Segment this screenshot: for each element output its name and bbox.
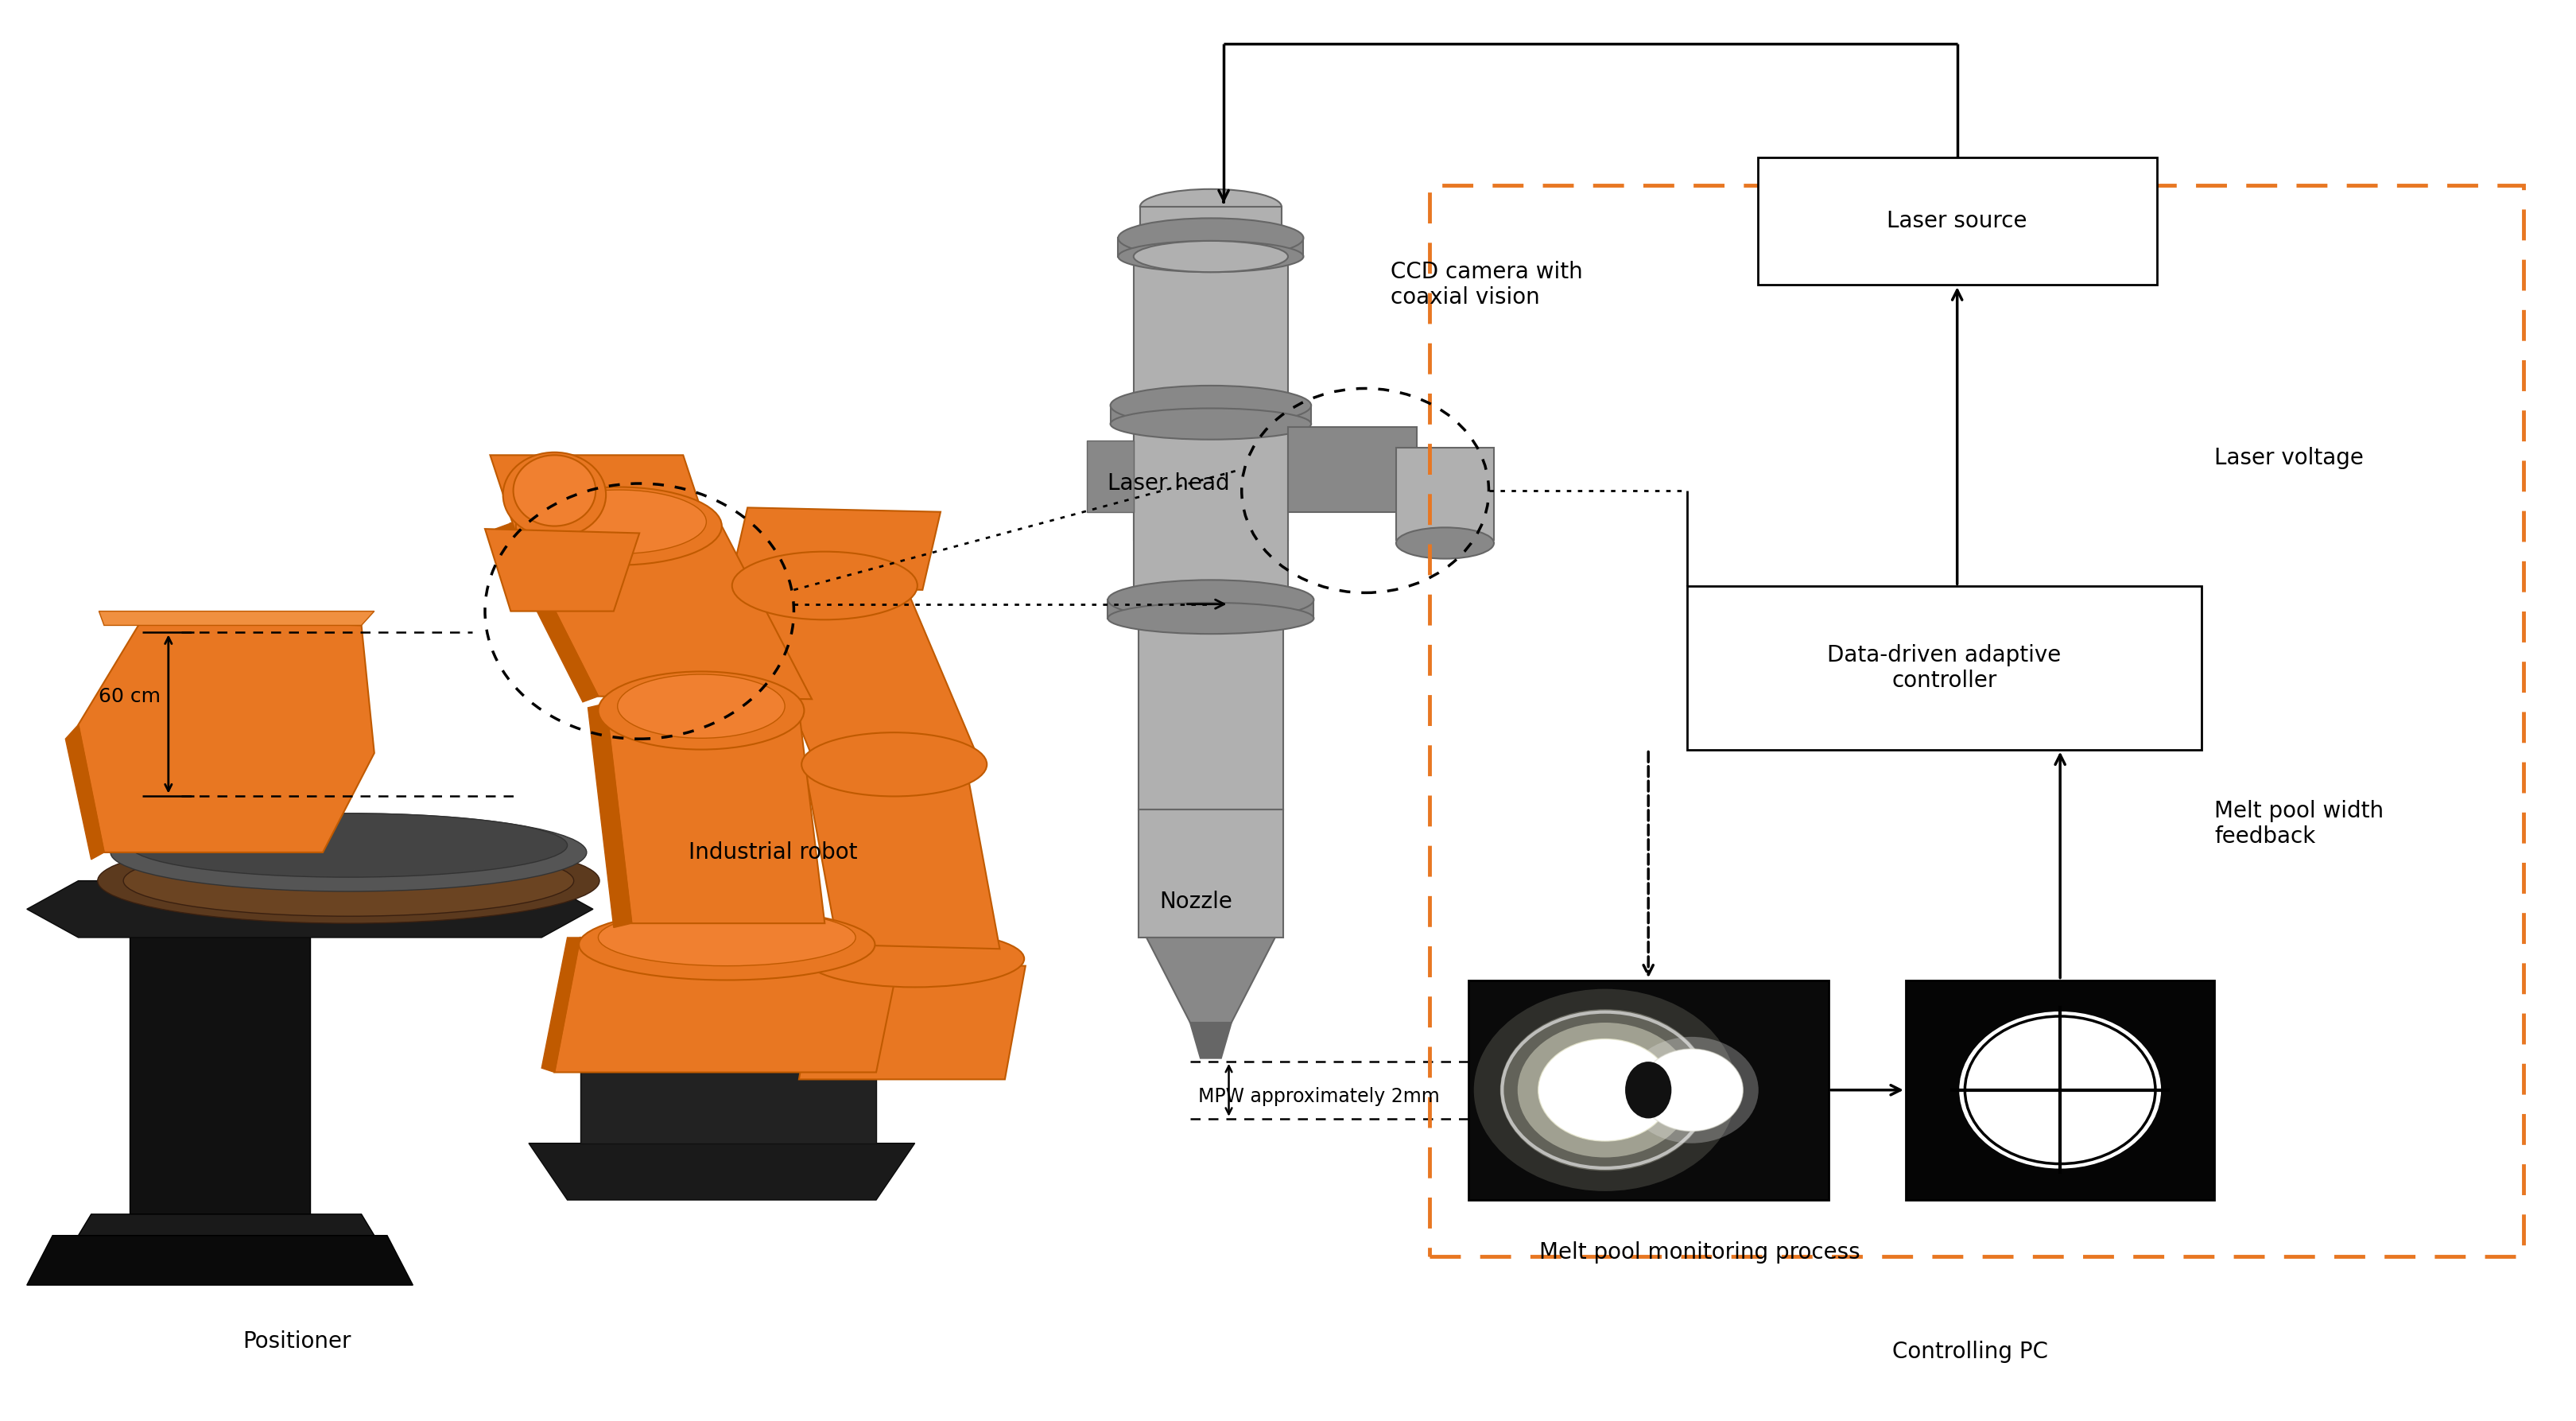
Ellipse shape [1538,1039,1672,1141]
Polygon shape [742,585,979,760]
Ellipse shape [531,490,706,554]
Bar [1687,587,2202,749]
Ellipse shape [1517,1023,1692,1158]
Polygon shape [587,703,631,928]
Ellipse shape [801,732,987,796]
Ellipse shape [111,813,587,891]
Ellipse shape [515,487,721,566]
Ellipse shape [502,452,605,537]
Text: Laser head: Laser head [1108,472,1229,495]
Text: MPW approximately 2mm: MPW approximately 2mm [1198,1087,1440,1106]
Polygon shape [605,703,824,924]
Polygon shape [799,959,1025,1080]
Text: CCD camera with
coaxial vision: CCD camera with coaxial vision [1391,261,1584,308]
Polygon shape [1396,448,1494,540]
Ellipse shape [806,931,1025,988]
Polygon shape [1139,810,1283,938]
Ellipse shape [1118,242,1303,271]
Polygon shape [1118,239,1303,256]
Ellipse shape [1118,219,1303,257]
Ellipse shape [1641,1049,1744,1131]
Ellipse shape [513,455,595,526]
Polygon shape [98,611,374,625]
Ellipse shape [1133,242,1288,271]
Ellipse shape [98,838,600,924]
Polygon shape [1139,618,1283,810]
Bar [1906,980,2215,1199]
Ellipse shape [1110,385,1311,425]
Ellipse shape [124,845,574,917]
Ellipse shape [598,909,855,966]
Polygon shape [26,1235,412,1285]
Text: Data-driven adaptive
controller: Data-driven adaptive controller [1826,644,2061,692]
Polygon shape [1110,405,1311,423]
Ellipse shape [1499,1009,1710,1171]
Polygon shape [554,938,902,1073]
Polygon shape [804,763,999,949]
Text: Industrial robot: Industrial robot [688,841,858,864]
Text: Positioner: Positioner [242,1330,350,1353]
Text: Melt pool width
feedback: Melt pool width feedback [2215,800,2383,848]
Ellipse shape [1960,1012,2161,1168]
Polygon shape [1133,256,1288,540]
Polygon shape [1288,426,1417,512]
Text: Controlling PC: Controlling PC [1893,1340,2048,1363]
Polygon shape [495,523,598,702]
Ellipse shape [618,675,786,737]
Bar [1087,441,1133,512]
Ellipse shape [1110,408,1311,439]
Text: Laser voltage: Laser voltage [2215,446,2365,469]
Polygon shape [510,523,811,699]
Ellipse shape [732,551,917,620]
Polygon shape [1108,600,1314,618]
Polygon shape [1141,207,1283,236]
Ellipse shape [1396,527,1494,558]
Polygon shape [1190,1023,1231,1059]
Bar [129,881,309,1235]
Polygon shape [77,1214,374,1235]
Ellipse shape [580,909,876,980]
Polygon shape [1146,938,1275,1023]
Bar [1430,186,2524,1256]
Bar [1468,980,1829,1199]
Text: 60 cm: 60 cm [98,686,160,706]
Ellipse shape [1625,1037,1759,1144]
Ellipse shape [1108,580,1314,620]
Ellipse shape [129,813,567,877]
Ellipse shape [1108,603,1314,634]
Bar [580,1073,876,1144]
Polygon shape [484,529,639,611]
Text: Laser source: Laser source [1888,210,2027,232]
Ellipse shape [1141,189,1283,225]
Polygon shape [541,938,580,1073]
Ellipse shape [1473,989,1736,1191]
Text: Nozzle: Nozzle [1159,891,1231,914]
Polygon shape [528,1144,914,1199]
Ellipse shape [1625,1061,1672,1118]
Polygon shape [64,725,103,860]
Polygon shape [729,507,940,590]
Ellipse shape [598,672,804,749]
Text: Melt pool monitoring process: Melt pool monitoring process [1540,1242,1860,1263]
Polygon shape [1133,426,1288,597]
Polygon shape [489,455,708,533]
Polygon shape [26,881,592,938]
Polygon shape [77,618,374,853]
Bar [1757,158,2156,284]
